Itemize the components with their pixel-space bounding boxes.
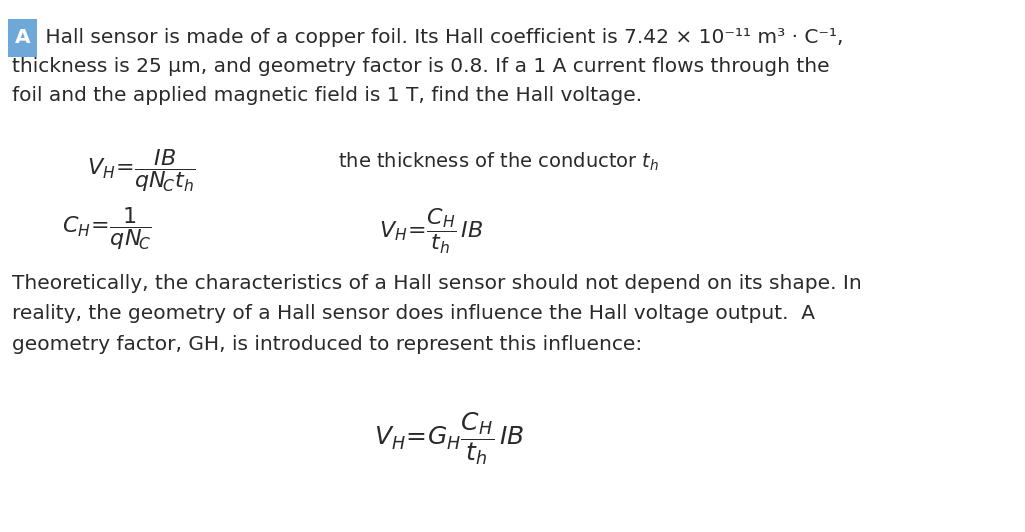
Text: foil and the applied magnetic field is 1 T, find the Hall voltage.: foil and the applied magnetic field is 1…: [12, 86, 643, 105]
Text: reality, the geometry of a Hall sensor does influence the Hall voltage output.  : reality, the geometry of a Hall sensor d…: [12, 304, 815, 323]
FancyBboxPatch shape: [8, 19, 37, 57]
Text: Hall sensor is made of a copper foil. Its Hall coefficient is 7.42 × 10⁻¹¹ m³ · : Hall sensor is made of a copper foil. It…: [39, 28, 844, 47]
Text: geometry factor, GH, is introduced to represent this influence:: geometry factor, GH, is introduced to re…: [12, 335, 643, 354]
Text: thickness is 25 μm, and geometry factor is 0.8. If a 1 A current flows through t: thickness is 25 μm, and geometry factor …: [12, 57, 830, 76]
Text: A: A: [14, 28, 31, 47]
Text: $V_H\!=\!\dfrac{C_H}{t_h}\,IB$: $V_H\!=\!\dfrac{C_H}{t_h}\,IB$: [379, 207, 484, 256]
Text: the thickness of the conductor $t_h$: the thickness of the conductor $t_h$: [338, 151, 659, 173]
Text: Theoretically, the characteristics of a Hall sensor should not depend on its sha: Theoretically, the characteristics of a …: [12, 274, 862, 293]
Text: $V_H\!=\!G_H\dfrac{C_H}{t_h}\,IB$: $V_H\!=\!G_H\dfrac{C_H}{t_h}\,IB$: [374, 411, 525, 467]
Text: $V_H\!=\!\dfrac{IB}{qN_{\!C}t_h}$: $V_H\!=\!\dfrac{IB}{qN_{\!C}t_h}$: [87, 147, 196, 194]
Text: $C_H\!=\!\dfrac{1}{qN_{\!C}}$: $C_H\!=\!\dfrac{1}{qN_{\!C}}$: [62, 205, 151, 252]
